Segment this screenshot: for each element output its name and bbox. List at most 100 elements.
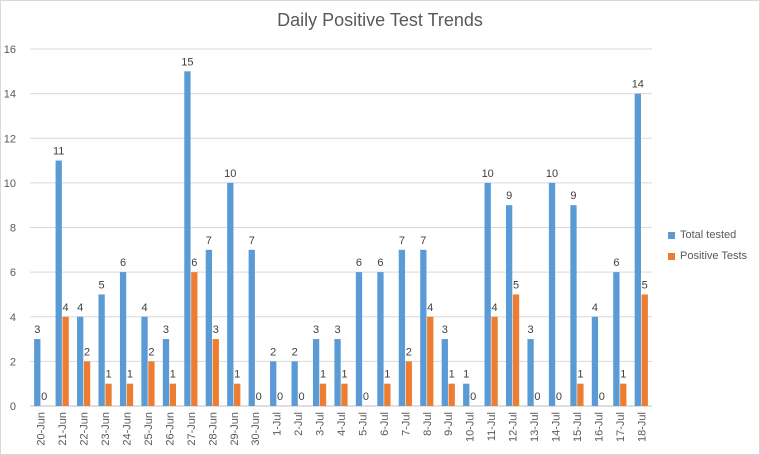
- legend-label-positive-tests: Positive Tests: [680, 250, 748, 262]
- bar-positive-tests: [641, 294, 648, 406]
- bar-total-tested: [548, 182, 556, 406]
- data-label-positive-tests: 0: [599, 391, 605, 403]
- bar-total-tested: [98, 294, 105, 406]
- data-label-total-tested: 10: [224, 168, 236, 180]
- data-label-total-tested: 10: [482, 168, 494, 180]
- data-label-total-tested: 14: [632, 79, 644, 91]
- bar-positive-tests: [62, 316, 69, 406]
- x-tick-label: 22-Jun: [79, 412, 91, 446]
- bar-positive-tests: [577, 383, 584, 406]
- x-tick-label: 8-Jul: [422, 412, 434, 436]
- data-label-positive-tests: 6: [191, 257, 197, 269]
- x-tick-label: 24-Jun: [122, 412, 134, 446]
- bar-positive-tests: [620, 383, 627, 406]
- bar-total-tested: [227, 182, 234, 406]
- x-tick-label: 1-Jul: [272, 412, 284, 436]
- data-label-total-tested: 4: [592, 302, 598, 314]
- data-label-total-tested: 11: [53, 146, 64, 158]
- bar-total-tested: [77, 316, 84, 406]
- data-label-positive-tests: 1: [620, 369, 626, 381]
- data-label-total-tested: 6: [120, 257, 126, 269]
- x-tick-label: 20-Jun: [36, 412, 48, 446]
- bar-total-tested: [119, 272, 127, 406]
- bar-total-tested: [527, 339, 534, 406]
- bar-total-tested: [312, 339, 320, 406]
- x-tick-label: 15-Jul: [572, 412, 584, 442]
- data-label-total-tested: 6: [377, 257, 383, 269]
- bar-positive-tests: [512, 294, 520, 406]
- x-tick-label: 6-Jul: [379, 412, 391, 436]
- x-tick-label: 28-Jun: [207, 412, 219, 446]
- data-label-positive-tests: 3: [213, 324, 219, 336]
- bar-total-tested: [441, 339, 448, 406]
- data-label-total-tested: 7: [249, 235, 255, 247]
- data-label-total-tested: 3: [334, 324, 340, 336]
- bar-total-tested: [205, 249, 213, 406]
- bar-positive-tests: [169, 383, 177, 406]
- data-label-total-tested: 4: [77, 302, 83, 314]
- y-tick-label: 14: [4, 89, 16, 101]
- data-label-positive-tests: 0: [363, 391, 369, 403]
- data-label-total-tested: 3: [34, 324, 40, 336]
- bar-total-tested: [570, 205, 577, 406]
- bar-positive-tests: [491, 316, 498, 406]
- bar-total-tested: [141, 316, 148, 406]
- bar-total-tested: [420, 249, 427, 406]
- data-label-total-tested: 9: [570, 190, 576, 202]
- x-tick-label: 5-Jul: [357, 412, 369, 436]
- data-label-total-tested: 4: [141, 302, 147, 314]
- x-tick-label: 26-Jun: [164, 412, 176, 446]
- bar-total-tested: [613, 272, 620, 406]
- data-label-positive-tests: 0: [298, 391, 304, 403]
- data-label-positive-tests: 0: [41, 391, 47, 403]
- data-label-positive-tests: 1: [449, 369, 455, 381]
- y-tick-label: 8: [10, 223, 16, 235]
- bar-positive-tests: [191, 272, 198, 406]
- x-tick-label: 7-Jul: [400, 412, 412, 436]
- data-label-total-tested: 7: [206, 235, 212, 247]
- x-tick-label: 2-Jul: [293, 412, 305, 436]
- bar-total-tested: [484, 182, 491, 406]
- data-label-positive-tests: 2: [148, 346, 154, 358]
- data-label-positive-tests: 4: [63, 302, 69, 314]
- bar-total-tested: [184, 71, 191, 406]
- x-tick-label: 29-Jun: [229, 412, 241, 446]
- data-label-total-tested: 6: [613, 257, 619, 269]
- bar-total-tested: [634, 93, 641, 406]
- data-label-positive-tests: 1: [105, 369, 111, 381]
- y-tick-label: 12: [4, 133, 16, 145]
- y-tick-label: 4: [10, 312, 16, 324]
- bar-total-tested: [162, 339, 170, 406]
- data-label-positive-tests: 0: [556, 391, 562, 403]
- bar-total-tested: [270, 361, 277, 406]
- data-label-positive-tests: 5: [513, 279, 519, 291]
- y-tick-label: 6: [10, 267, 16, 279]
- y-tick-label: 16: [4, 44, 16, 56]
- data-label-positive-tests: 1: [234, 369, 240, 381]
- legend-item-positive-tests: Positive Tests: [668, 247, 747, 265]
- data-label-total-tested: 6: [356, 257, 362, 269]
- data-label-positive-tests: 1: [384, 369, 390, 381]
- bar-total-tested: [398, 249, 406, 406]
- bar-total-tested: [291, 361, 298, 406]
- bar-total-tested: [355, 272, 363, 406]
- x-tick-label: 13-Jul: [529, 412, 541, 442]
- bar-positive-tests: [148, 361, 155, 406]
- bar-positive-tests: [427, 316, 434, 406]
- bar-positive-tests: [448, 383, 455, 406]
- y-tick-label: 2: [10, 356, 16, 368]
- bar-total-tested: [463, 383, 470, 406]
- data-label-positive-tests: 1: [577, 369, 583, 381]
- x-tick-label: 12-Jul: [508, 412, 520, 442]
- data-label-total-tested: 5: [99, 279, 105, 291]
- data-label-positive-tests: 2: [406, 346, 412, 358]
- bar-total-tested: [334, 339, 341, 406]
- data-label-total-tested: 3: [528, 324, 534, 336]
- x-tick-label: 25-Jun: [143, 412, 155, 446]
- bar-positive-tests: [105, 383, 112, 406]
- data-label-total-tested: 3: [313, 324, 319, 336]
- bar-total-tested: [34, 339, 41, 406]
- bar-total-tested: [377, 272, 384, 406]
- data-label-positive-tests: 1: [170, 369, 176, 381]
